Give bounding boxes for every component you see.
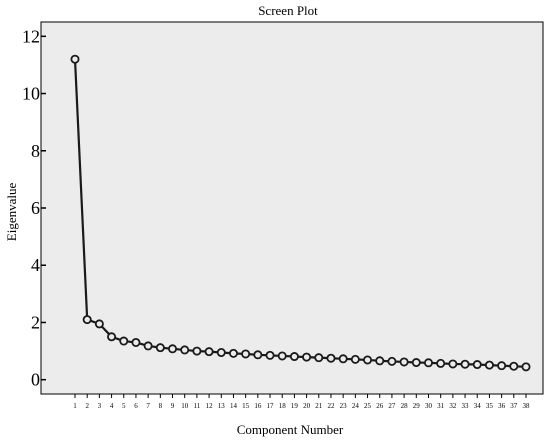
plot-area (40, 21, 544, 395)
data-point (363, 355, 373, 365)
y-tick-label: 6 (31, 198, 40, 218)
data-point (82, 315, 92, 325)
y-tick-label: 2 (31, 312, 40, 332)
data-point (521, 362, 531, 372)
x-tick-label: 7 (146, 402, 150, 410)
y-axis: 0 2 4 6 8 10 12 (22, 26, 46, 390)
x-axis: 1 2 3 4 5 6 7 8 9 10 11 12 13 14 15 16 17 18 19 20 21 22 23 24 2… (73, 394, 530, 410)
data-point (277, 351, 287, 361)
data-point (338, 354, 348, 364)
x-tick-label: 2 (85, 402, 89, 410)
x-tick-label: 13 (218, 402, 226, 410)
x-tick-label: 28 (401, 402, 409, 410)
data-point (350, 354, 360, 364)
x-tick-label: 22 (327, 402, 335, 410)
data-point (497, 361, 507, 371)
x-tick-label: 27 (388, 402, 396, 410)
data-point (387, 356, 397, 366)
data-point (509, 361, 519, 371)
data-point (192, 346, 202, 356)
x-tick-label: 3 (98, 402, 102, 410)
data-point (411, 358, 421, 368)
data-point (70, 54, 80, 64)
eigenvalue-series (70, 54, 531, 372)
data-point (168, 344, 178, 354)
x-tick-label: 38 (523, 402, 531, 410)
x-tick-label: 17 (267, 402, 275, 410)
data-point (155, 343, 165, 353)
x-tick-label: 5 (122, 402, 126, 410)
data-point (484, 360, 494, 370)
data-point (265, 350, 275, 360)
data-point (472, 360, 482, 370)
x-tick-label: 16 (254, 402, 262, 410)
x-tick-label: 10 (181, 402, 189, 410)
x-tick-label: 4 (110, 402, 114, 410)
x-tick-label: 34 (474, 402, 482, 410)
y-tick-label: 0 (31, 370, 40, 390)
data-point (399, 357, 409, 367)
x-tick-label: 33 (462, 402, 470, 410)
data-point (460, 359, 470, 369)
x-tick-label: 23 (340, 402, 348, 410)
y-tick-label: 10 (22, 84, 40, 104)
x-tick-label: 29 (413, 402, 421, 410)
data-point (241, 349, 251, 359)
data-point (302, 352, 312, 362)
x-tick-label: 1 (73, 402, 77, 410)
data-point (253, 350, 263, 360)
x-tick-label: 14 (230, 402, 238, 410)
x-tick-label: 37 (510, 402, 518, 410)
x-axis-label: Component Number (237, 422, 344, 437)
data-point (436, 358, 446, 368)
data-point (326, 353, 336, 363)
data-point (204, 347, 214, 357)
x-tick-label: 8 (159, 402, 163, 410)
chart-title: Screen Plot (258, 3, 318, 18)
y-tick-label: 4 (31, 255, 40, 275)
x-tick-label: 12 (206, 402, 214, 410)
x-tick-label: 35 (486, 402, 494, 410)
x-tick-label: 15 (242, 402, 250, 410)
x-tick-label: 18 (279, 402, 287, 410)
x-tick-label: 24 (352, 402, 360, 410)
y-tick-label: 8 (31, 141, 40, 161)
y-tick-label: 12 (22, 26, 40, 46)
data-point (143, 341, 153, 351)
x-tick-label: 11 (194, 402, 201, 410)
x-tick-label: 25 (364, 402, 372, 410)
data-point (94, 319, 104, 329)
data-point (314, 353, 324, 363)
x-tick-label: 32 (449, 402, 457, 410)
data-point (375, 356, 385, 366)
data-point (448, 359, 458, 369)
x-tick-label: 31 (437, 402, 445, 410)
x-tick-label: 36 (498, 402, 506, 410)
y-axis-label: Eigenvalue (4, 183, 19, 242)
x-tick-label: 26 (376, 402, 384, 410)
data-point (180, 345, 190, 355)
data-point (423, 358, 433, 368)
data-point (216, 348, 226, 358)
x-tick-label: 6 (134, 402, 138, 410)
data-point (131, 337, 141, 347)
data-point (107, 332, 117, 342)
data-point (289, 352, 299, 362)
data-point (228, 348, 238, 358)
x-tick-label: 20 (303, 402, 311, 410)
x-tick-label: 30 (425, 402, 433, 410)
x-tick-label: 19 (291, 402, 299, 410)
x-tick-label: 9 (171, 402, 175, 410)
x-tick-label: 21 (315, 402, 323, 410)
data-point (119, 336, 129, 346)
